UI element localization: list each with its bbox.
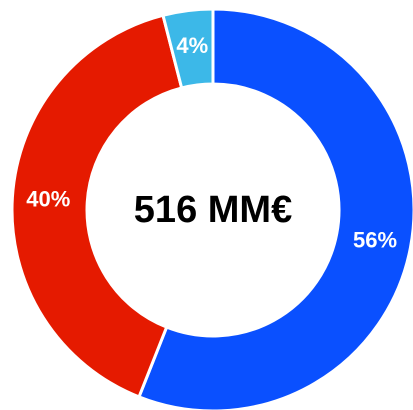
donut-segment: [161, 7, 215, 90]
donut-segment: [10, 13, 184, 399]
segment-label: 40%: [26, 186, 70, 211]
donut-segment: [137, 7, 413, 410]
segment-label: 4%: [176, 33, 208, 58]
center-label: 516 MM€: [134, 189, 292, 231]
segment-label: 56%: [353, 228, 397, 253]
